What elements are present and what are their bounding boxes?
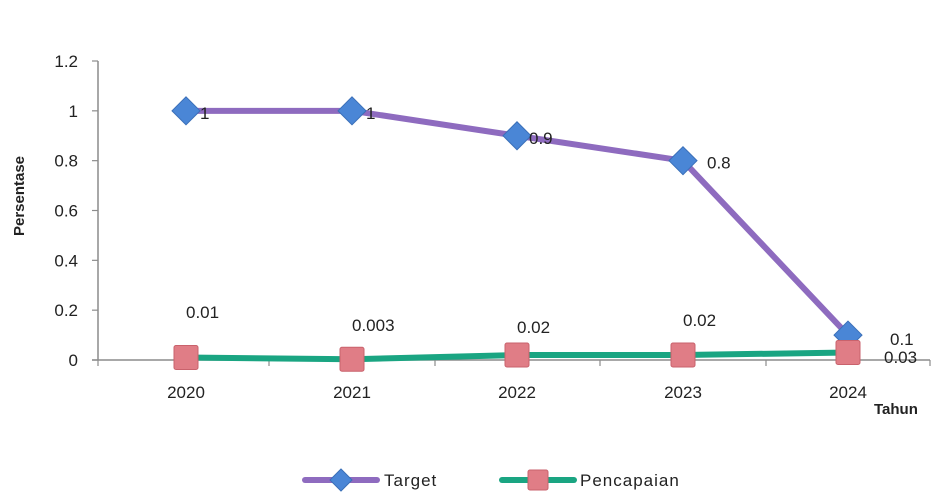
pencapaian-point-marker — [173, 345, 199, 371]
pencapaian-data-label: 0.03 — [884, 348, 917, 367]
legend-item-pencapaian: Pencapaian — [499, 469, 680, 491]
pencapaian-data-label: 0.02 — [683, 311, 716, 330]
target-point-marker — [668, 145, 698, 176]
target-data-label: 1 — [366, 104, 375, 123]
x-tick-labels: 2020 2021 2022 2023 2024 — [167, 383, 867, 402]
y-axis-title: Persentase — [11, 156, 28, 236]
legend-diamond-marker — [329, 468, 353, 492]
x-tick-label: 2021 — [333, 383, 371, 402]
y-tick-label: 0.2 — [54, 301, 78, 320]
legend-label: Pencapaian — [580, 471, 680, 490]
legend-square-marker — [527, 469, 549, 491]
y-tick-label: 0.4 — [54, 251, 78, 270]
pencapaian-data-label: 0.01 — [186, 303, 219, 322]
pencapaian-data-label: 0.003 — [352, 316, 395, 335]
pencapaian-data-label: 0.02 — [517, 318, 550, 337]
y-tick-label: 1 — [69, 102, 78, 121]
target-data-label: 0.9 — [529, 129, 553, 148]
target-point-marker — [171, 96, 201, 126]
pencapaian-point-marker — [835, 340, 861, 366]
y-tick-labels: 0 0.2 0.4 0.6 0.8 1 1.2 — [54, 52, 78, 370]
pencapaian-point-marker — [670, 342, 696, 368]
target-point-marker — [502, 121, 532, 151]
target-data-label: 1 — [200, 104, 209, 123]
pencapaian-point-marker — [504, 342, 530, 368]
x-tick-label: 2024 — [829, 383, 867, 402]
target-point-marker — [337, 96, 367, 126]
data-labels: 1 1 0.9 0.8 0.1 0.01 0.003 0.02 0.02 0.03 — [186, 104, 917, 367]
target-data-label: 0.1 — [890, 330, 914, 349]
x-axis-title: Tahun — [874, 401, 918, 418]
y-tick-label: 0.6 — [54, 202, 78, 221]
legend: Target Pencapaian — [302, 468, 680, 492]
x-tick-label: 2022 — [498, 383, 536, 402]
y-tick-label: 1.2 — [54, 52, 78, 71]
target-data-label: 0.8 — [707, 154, 731, 173]
legend-item-target: Target — [302, 468, 437, 492]
y-tick-label: 0 — [69, 351, 78, 370]
pencapaian-point-marker — [339, 346, 365, 372]
series-markers — [171, 96, 863, 372]
y-tick-label: 0.8 — [54, 152, 78, 171]
x-tick-label: 2023 — [664, 383, 702, 402]
legend-label: Target — [384, 471, 437, 490]
x-tick-label: 2020 — [167, 383, 205, 402]
